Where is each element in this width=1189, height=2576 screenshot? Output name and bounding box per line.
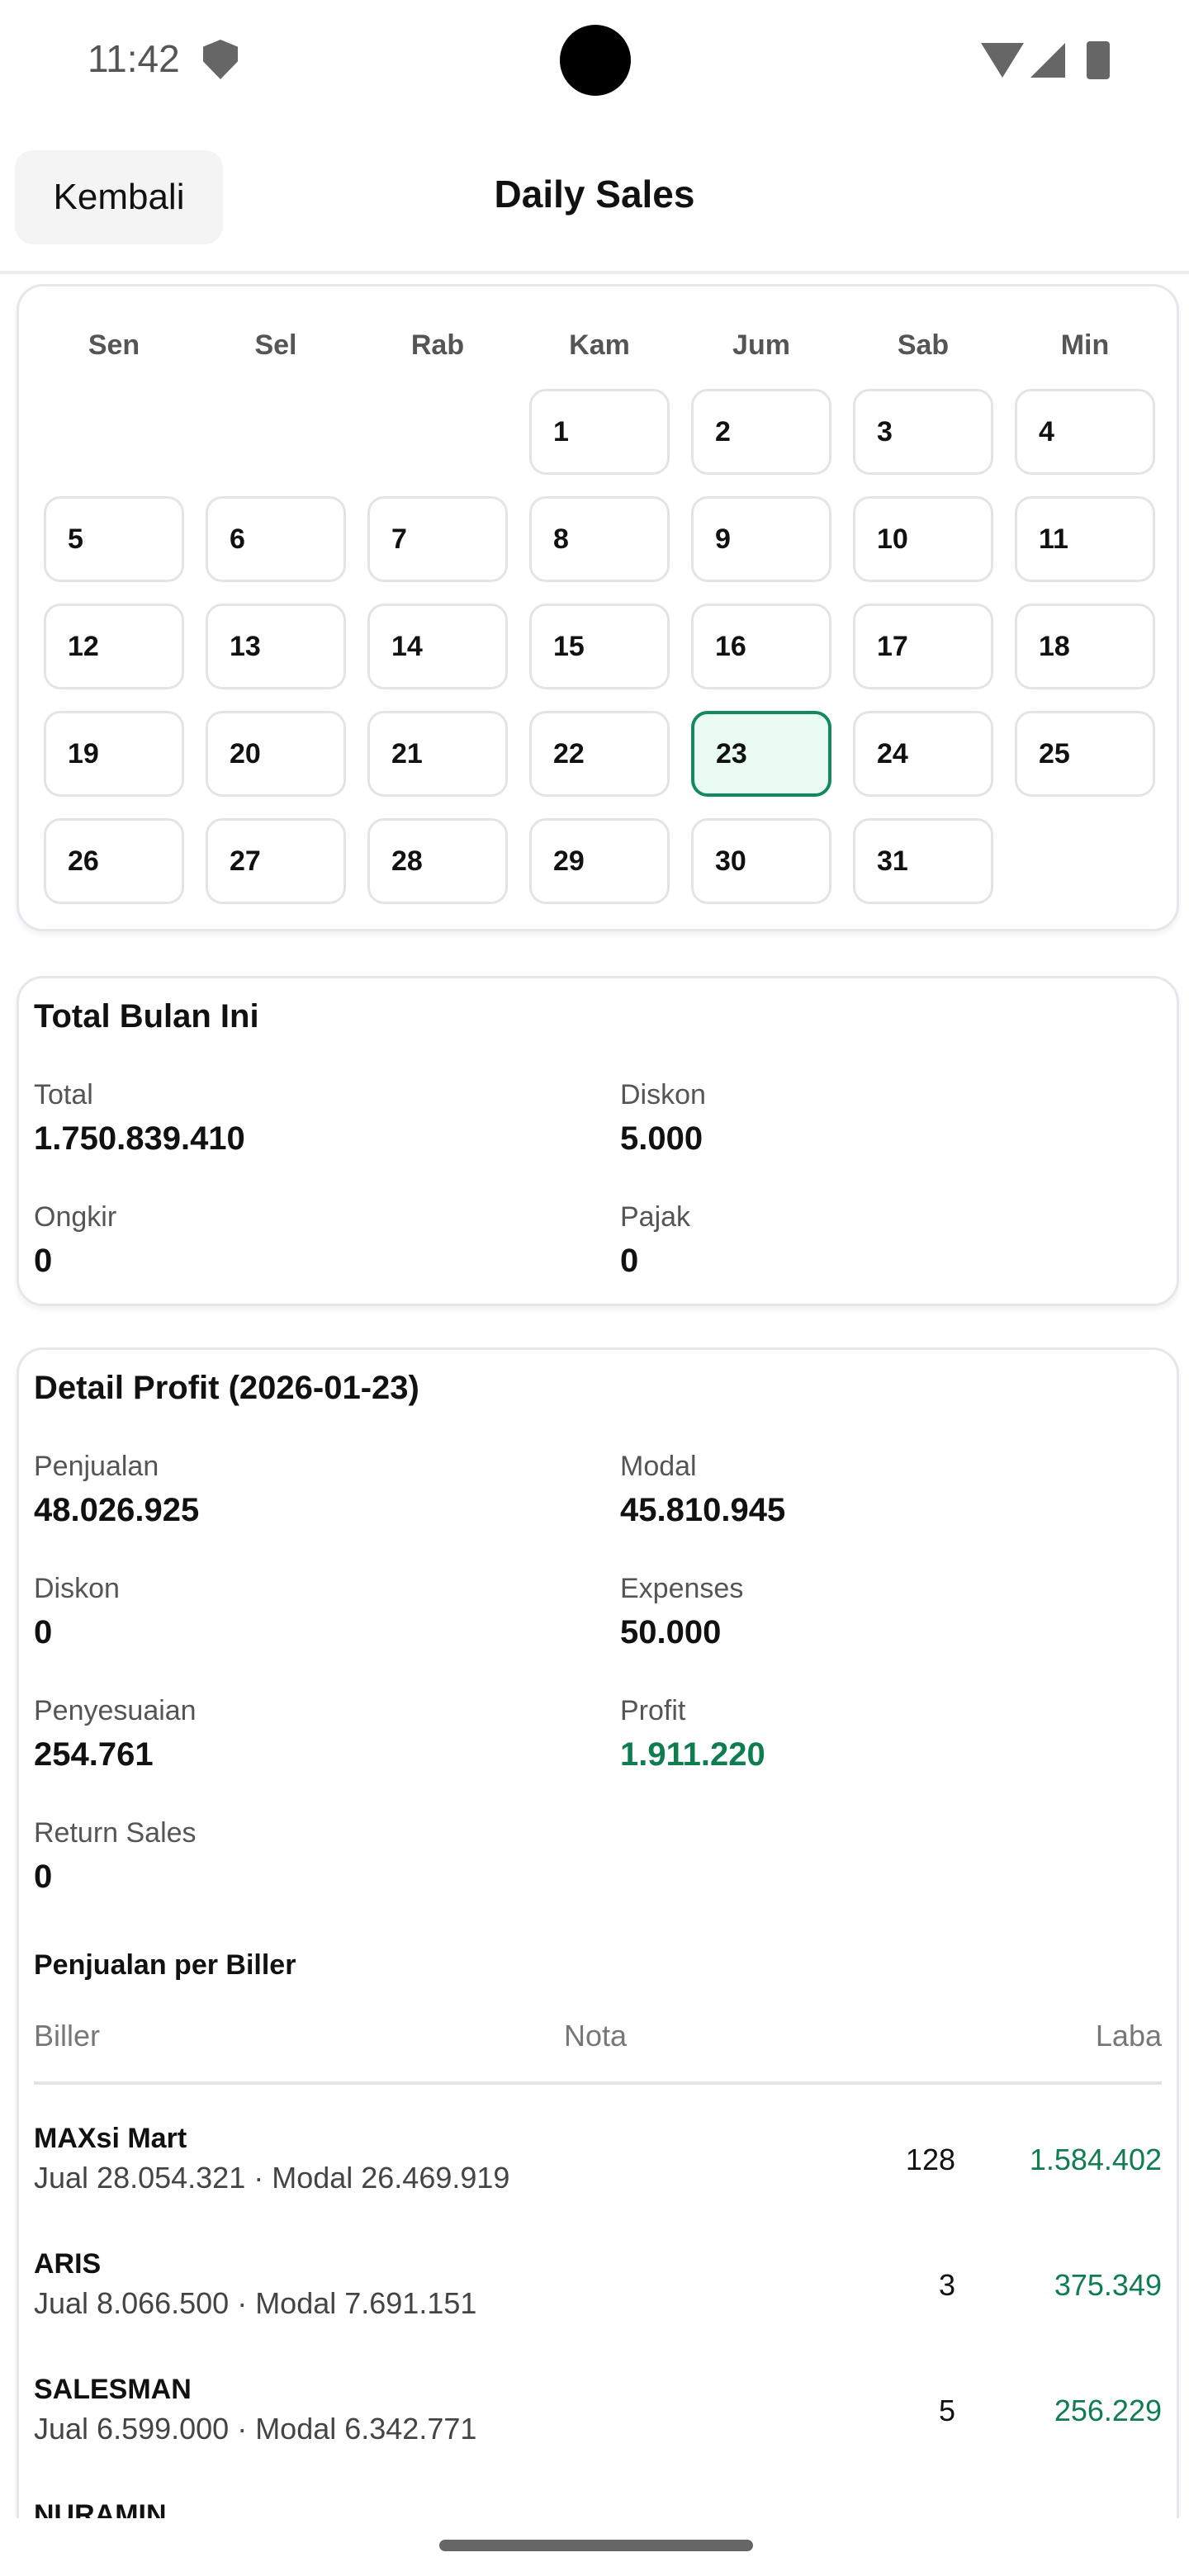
weekday-label: Rab xyxy=(410,329,465,361)
calendar-day-30[interactable]: 30 xyxy=(691,818,831,904)
capital-value: 45.810.945 xyxy=(620,1492,786,1528)
biller-nota: 5 xyxy=(938,2394,955,2427)
biller-sales-capital: Jual 28.054.321 · Modal 26.469.919 xyxy=(34,2161,510,2195)
total-label: Total xyxy=(34,1079,93,1110)
calendar-day-18[interactable]: 18 xyxy=(1015,604,1155,689)
discount-value: 5.000 xyxy=(620,1120,703,1157)
weekday-label: Kam xyxy=(569,329,630,361)
camera-cutout xyxy=(560,25,631,96)
biller-section-title: Penjualan per Biller xyxy=(34,1949,296,1981)
card-title: Total Bulan Ini xyxy=(34,998,259,1035)
sales-value: 48.026.925 xyxy=(34,1492,200,1528)
monthly-total-card: Total Bulan Ini Total 1.750.839.410 Disk… xyxy=(17,976,1179,1306)
calendar-day-27[interactable]: 27 xyxy=(206,818,346,904)
biller-name: MAXsi Mart xyxy=(34,2123,187,2154)
calendar-day-19[interactable]: 19 xyxy=(44,711,184,797)
card-title: Detail Profit (2026-01-23) xyxy=(34,1370,419,1406)
calendar-day-16[interactable]: 16 xyxy=(691,604,831,689)
calendar-day-24[interactable]: 24 xyxy=(853,711,993,797)
return-sales-label: Return Sales xyxy=(34,1817,197,1849)
biller-laba: 256.229 xyxy=(1054,2394,1162,2427)
biller-laba: 375.349 xyxy=(1054,2268,1162,2302)
calendar-day-23[interactable]: 23 xyxy=(691,711,831,797)
sales-label: Penjualan xyxy=(34,1451,159,1482)
calendar-day-31[interactable]: 31 xyxy=(853,818,993,904)
calendar-day-11[interactable]: 11 xyxy=(1015,496,1155,582)
battery-icon xyxy=(1087,41,1110,79)
calendar-day-3[interactable]: 3 xyxy=(853,389,993,475)
column-header-biller: Biller xyxy=(34,2019,101,2053)
calendar-day-29[interactable]: 29 xyxy=(529,818,670,904)
calendar-day-20[interactable]: 20 xyxy=(206,711,346,797)
calendar-day-8[interactable]: 8 xyxy=(529,496,670,582)
profit-value: 1.911.220 xyxy=(620,1736,765,1773)
biller-name: SALESMAN xyxy=(34,2374,192,2405)
adjustment-value: 254.761 xyxy=(34,1736,154,1773)
biller-nota: 3 xyxy=(938,2268,955,2302)
discount-label: Diskon xyxy=(34,1573,120,1604)
calendar-card: Sen Sel Rab Kam Jum Sab Min 1 2 3 4 5 6 7 8 9 10 11 12 13 14… xyxy=(17,284,1179,931)
weekday-label: Jum xyxy=(732,329,790,361)
total-value: 1.750.839.410 xyxy=(34,1120,245,1157)
biller-sales-capital: Jual 6.599.000 · Modal 6.342.771 xyxy=(34,2412,477,2446)
calendar-day-22[interactable]: 22 xyxy=(529,711,670,797)
calendar-day-13[interactable]: 13 xyxy=(206,604,346,689)
calendar-day-2[interactable]: 2 xyxy=(691,389,831,475)
shipping-label: Ongkir xyxy=(34,1201,117,1233)
table-divider xyxy=(34,2081,1162,2085)
return-sales-value: 0 xyxy=(34,1859,53,1895)
weekday-label: Sab xyxy=(897,329,950,361)
column-header-nota: Nota xyxy=(564,2019,628,2053)
shield-play-icon xyxy=(203,40,238,79)
calendar-day-6[interactable]: 6 xyxy=(206,496,346,582)
biller-laba: 1.584.402 xyxy=(1029,2143,1162,2176)
capital-label: Modal xyxy=(620,1451,697,1482)
weekday-label: Min xyxy=(1060,329,1110,361)
expenses-label: Expenses xyxy=(620,1573,744,1604)
page-title: Daily Sales xyxy=(494,173,695,215)
profit-label: Profit xyxy=(620,1695,686,1726)
clock: 11:42 xyxy=(88,37,180,80)
calendar-day-4[interactable]: 4 xyxy=(1015,389,1155,475)
weekday-label: Sen xyxy=(88,329,140,361)
calendar-day-15[interactable]: 15 xyxy=(529,604,670,689)
calendar-day-14[interactable]: 14 xyxy=(367,604,508,689)
calendar-day-28[interactable]: 28 xyxy=(367,818,508,904)
calendar-day-25[interactable]: 25 xyxy=(1015,711,1155,797)
gesture-bar xyxy=(0,2518,1189,2576)
home-handle[interactable] xyxy=(439,2540,753,2551)
calendar-day-17[interactable]: 17 xyxy=(853,604,993,689)
wifi-icon xyxy=(981,43,1024,78)
calendar-day-1[interactable]: 1 xyxy=(529,389,670,475)
weekday-label: Sel xyxy=(254,329,297,361)
scroll-content[interactable]: Sen Sel Rab Kam Jum Sab Min 1 2 3 4 5 6 7 8 9 10 11 12 13 14… xyxy=(0,277,1189,2518)
biller-sales-capital: Jual 8.066.500 · Modal 7.691.151 xyxy=(34,2286,477,2320)
biller-name: ARIS xyxy=(34,2248,102,2280)
calendar-day-26[interactable]: 26 xyxy=(44,818,184,904)
calendar-day-9[interactable]: 9 xyxy=(691,496,831,582)
calendar-day-5[interactable]: 5 xyxy=(44,496,184,582)
calendar-day-21[interactable]: 21 xyxy=(367,711,508,797)
discount-value: 0 xyxy=(34,1614,53,1650)
back-button[interactable]: Kembali xyxy=(15,150,223,244)
biller-name: NURAMIN xyxy=(34,2499,167,2518)
adjustment-label: Penyesuaian xyxy=(34,1695,197,1726)
tax-value: 0 xyxy=(620,1243,639,1279)
expenses-value: 50.000 xyxy=(620,1614,722,1650)
biller-nota: 128 xyxy=(905,2143,955,2176)
app-header: Kembali Daily Sales xyxy=(0,116,1189,274)
tax-label: Pajak xyxy=(620,1201,691,1233)
shipping-value: 0 xyxy=(34,1243,53,1279)
calendar-day-7[interactable]: 7 xyxy=(367,496,508,582)
column-header-laba: Laba xyxy=(1095,2019,1162,2053)
status-bar: 11:42 xyxy=(0,0,1189,116)
profit-detail-card: Detail Profit (2026-01-23) Penjualan 48.… xyxy=(17,1347,1179,2518)
signal-icon xyxy=(1030,43,1065,78)
calendar-day-10[interactable]: 10 xyxy=(853,496,993,582)
calendar-day-12[interactable]: 12 xyxy=(44,604,184,689)
discount-label: Diskon xyxy=(620,1079,706,1110)
